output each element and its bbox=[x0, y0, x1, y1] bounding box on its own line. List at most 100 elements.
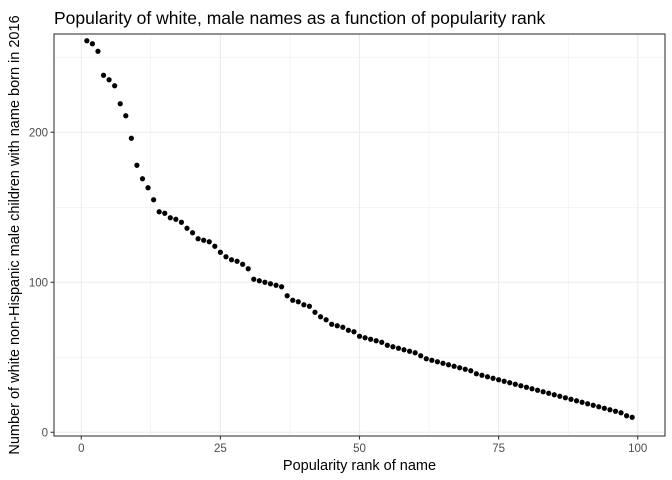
x-tick-label: 50 bbox=[353, 443, 366, 455]
data-point bbox=[228, 257, 235, 263]
data-point bbox=[351, 329, 357, 335]
x-tick-label: 75 bbox=[492, 443, 505, 455]
data-point bbox=[395, 345, 402, 351]
y-tick-label: 100 bbox=[29, 277, 48, 289]
data-point bbox=[607, 407, 613, 413]
data-point bbox=[501, 378, 507, 384]
data-point bbox=[273, 282, 279, 288]
data-point bbox=[100, 72, 107, 78]
data-point bbox=[301, 302, 307, 308]
data-point bbox=[256, 278, 262, 284]
data-point bbox=[445, 362, 452, 368]
data-point bbox=[95, 48, 101, 54]
data-point bbox=[206, 239, 212, 245]
data-point bbox=[373, 338, 379, 344]
data-point bbox=[540, 389, 546, 395]
data-point bbox=[262, 279, 268, 285]
major-gridlines bbox=[54, 34, 665, 436]
data-point bbox=[212, 243, 218, 249]
data-point bbox=[306, 303, 313, 309]
data-point bbox=[612, 408, 619, 414]
data-point bbox=[406, 348, 413, 354]
data-point bbox=[173, 216, 179, 222]
data-point bbox=[451, 363, 457, 369]
data-point bbox=[189, 230, 196, 236]
x-axis-label: Popularity rank of name bbox=[283, 458, 436, 474]
data-point bbox=[512, 381, 518, 387]
data-point bbox=[134, 162, 140, 168]
data-point bbox=[484, 374, 491, 380]
data-point bbox=[340, 324, 346, 330]
data-point bbox=[618, 410, 624, 416]
data-point bbox=[368, 336, 374, 342]
data-point bbox=[390, 344, 396, 350]
data-point bbox=[245, 266, 251, 272]
data-point bbox=[184, 225, 190, 231]
x-tick-label: 25 bbox=[214, 443, 227, 455]
data-point bbox=[290, 297, 296, 303]
data-point bbox=[251, 276, 257, 282]
data-point bbox=[89, 41, 95, 47]
data-point bbox=[145, 185, 151, 191]
x-tick-label: 0 bbox=[78, 443, 84, 455]
data-point bbox=[84, 38, 90, 44]
data-point bbox=[323, 317, 329, 323]
data-point bbox=[434, 359, 441, 365]
data-point bbox=[518, 383, 524, 389]
data-point bbox=[473, 371, 479, 377]
data-point bbox=[167, 215, 173, 221]
data-point bbox=[585, 401, 591, 407]
data-point bbox=[462, 366, 468, 372]
data-point bbox=[295, 299, 301, 305]
data-point bbox=[278, 284, 285, 290]
y-axis-label: Number of white non-Hispanic male childr… bbox=[7, 15, 23, 454]
y-tick-label: 0 bbox=[42, 427, 48, 439]
data-point bbox=[362, 335, 368, 341]
x-tick-label: 100 bbox=[628, 443, 647, 455]
data-point bbox=[568, 396, 574, 402]
data-point bbox=[334, 323, 340, 329]
data-point bbox=[562, 395, 568, 401]
data-point bbox=[312, 309, 318, 315]
data-point bbox=[401, 347, 407, 353]
data-point bbox=[356, 333, 363, 339]
data-point bbox=[117, 101, 123, 107]
data-point bbox=[284, 293, 290, 299]
data-point bbox=[429, 357, 435, 363]
data-point bbox=[468, 368, 474, 374]
data-point bbox=[596, 404, 602, 410]
data-point bbox=[384, 342, 390, 348]
data-point bbox=[507, 380, 513, 386]
data-point bbox=[217, 249, 223, 255]
data-point bbox=[178, 219, 185, 225]
data-point bbox=[234, 258, 240, 264]
data-points bbox=[84, 38, 635, 420]
data-point bbox=[412, 350, 418, 356]
data-point bbox=[156, 209, 162, 215]
data-point bbox=[240, 261, 246, 267]
data-point bbox=[151, 197, 157, 203]
data-point bbox=[162, 210, 168, 216]
data-point bbox=[529, 386, 535, 392]
data-point bbox=[112, 83, 118, 89]
data-point bbox=[329, 321, 335, 327]
data-point bbox=[139, 176, 146, 182]
data-point bbox=[546, 390, 552, 396]
data-point bbox=[195, 236, 201, 242]
data-point bbox=[523, 384, 530, 390]
data-point bbox=[624, 413, 630, 419]
data-point bbox=[534, 387, 541, 393]
y-tick-label: 200 bbox=[29, 127, 48, 139]
data-point bbox=[590, 402, 596, 408]
data-point bbox=[496, 377, 502, 383]
data-point bbox=[457, 365, 463, 371]
data-point bbox=[440, 360, 446, 366]
data-point bbox=[379, 339, 385, 345]
data-point bbox=[601, 405, 607, 411]
data-point bbox=[629, 414, 635, 420]
data-point bbox=[479, 372, 485, 378]
data-point bbox=[490, 375, 496, 381]
data-point bbox=[579, 399, 585, 405]
